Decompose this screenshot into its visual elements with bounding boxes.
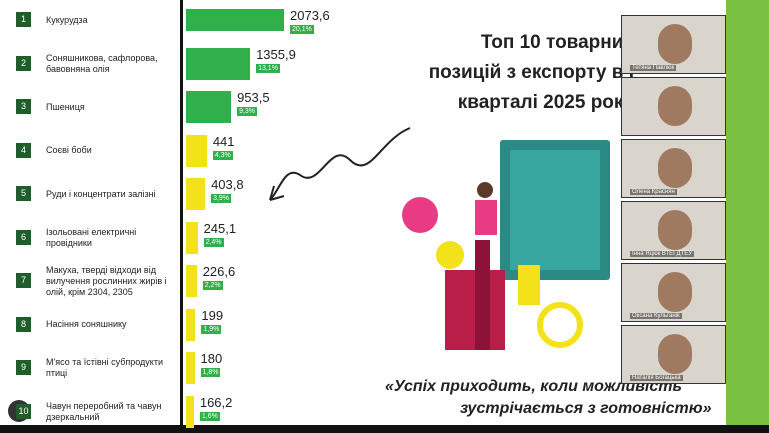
bar [186,395,194,428]
value-label: 441 [212,133,235,149]
bar [186,178,206,210]
pie-icon [537,302,583,348]
rank-badge: 9 [16,360,31,375]
bar [186,221,198,254]
rank-badge: 1 [16,12,31,27]
value-label: 180 [200,351,223,366]
value-label: 226,6 [202,264,236,279]
rank-badge: 7 [16,273,31,288]
share-label: 1,6% [199,411,220,421]
title-line: Топ 10 товарних [480,32,634,53]
avatar [658,210,692,250]
person-head [477,182,493,198]
arrow-head [269,185,285,201]
rank-badge: 2 [16,55,31,71]
share-label: 2,2% [202,281,223,290]
avatar [658,24,692,64]
rank-badge: 10 [16,403,31,419]
avatar [658,86,692,126]
rank-badge: 6 [16,229,31,245]
value-label: 166,2 [199,394,233,410]
participant-tile: Оксана Кульганік [621,263,726,322]
participant-tile: Олена Краснян [621,139,726,198]
participant-tile [621,77,726,136]
share-label: 13,1% [256,63,280,73]
participant-tile: Наталія Богацька [621,325,726,384]
category-label: Макуха, тверді відходи від вилучення рос… [46,264,167,297]
person-body [475,200,497,235]
divider [180,0,183,433]
share-label: 20,1% [290,25,314,34]
participant-name: Тетяна Павлюк [630,65,677,71]
participant-name: Олена Краснян [630,189,677,195]
avatar [658,148,692,188]
share-label: 1,8% [200,368,221,377]
illustration [269,127,610,350]
bar [186,308,196,341]
category-label: Насіння соняшнику [46,319,127,329]
category-label: Ізольовані електричні провідники [46,226,137,248]
bar [186,134,207,167]
title-line: кварталі 2025 року [457,92,634,113]
rank-badge: 5 [16,186,31,201]
value-label: 953,5 [237,90,270,105]
participant-name: Інна Яцюк ВТЕІ ДТЕУ [630,251,695,257]
value-label: 245,1 [203,220,237,236]
share-label: 3,9% [211,194,232,203]
participant-tile: Інна Яцюк ВТЕІ ДТЕУ [621,201,726,260]
rank-badge: 4 [16,142,31,158]
avatar [658,272,692,312]
monitor-screen [510,150,600,270]
share-label: 2,4% [203,237,224,247]
share-label: 9,3% [237,107,258,116]
title-line: позицій з експорту в І [428,62,634,83]
rank-badge: 8 [16,316,31,332]
value-label: 199 [201,307,224,323]
bar [186,265,197,297]
person-body [518,265,540,305]
share-label: 1,9% [201,324,222,334]
bar-block [475,240,490,350]
bar [186,91,232,123]
participant-tile: Тетяна Павлюк [621,15,726,74]
bottom-bar [0,425,769,433]
category-label: М'ясо та їстівні субпродукти птиці [46,357,163,378]
value-label: 2073,6 [290,8,330,23]
category-label: Кукурудза [46,14,88,25]
bar [186,47,251,80]
category-label: Руди і концентрати залізні [46,188,156,199]
category-label: Соняшникова, сафлорова, бавовняна олія [46,52,158,74]
category-label: Пшениця [46,101,85,112]
category-label: Чавун переробний та чавун дзеркальний [46,400,162,422]
pie-icon [436,241,464,269]
scribble-arrow [269,127,411,201]
quote-line: зустрічається з готовністю» [460,400,712,417]
value-label: 1355,9 [256,46,296,62]
value-label: 403,8 [211,177,244,192]
bar [186,9,284,31]
avatar [658,334,692,374]
pie-icon [402,197,438,233]
rank-badge: 3 [16,99,31,114]
participant-name: Наталія Богацька [630,375,683,381]
quote-line: «Успіх приходить, коли можливість [385,378,682,395]
participant-name: Оксана Кульганік [630,313,682,319]
bar [186,352,195,384]
category-label: Соєві боби [46,145,92,155]
green-strip [726,0,769,433]
share-label: 4,3% [212,150,233,160]
